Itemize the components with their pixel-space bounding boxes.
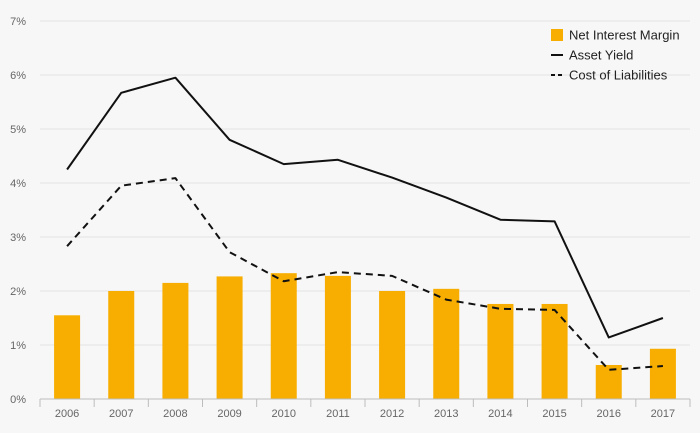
x-tick-label: 2014 [488,408,512,420]
y-tick-label: 3% [10,232,26,244]
x-tick-label: 2010 [272,408,296,420]
legend-label: Asset Yield [569,48,633,63]
bar-2006 [54,315,81,399]
y-tick-label: 6% [10,70,26,82]
x-tick-label: 2007 [109,408,133,420]
y-tick-label: 5% [10,124,26,136]
x-tick-label: 2016 [597,408,621,420]
bar-2015 [541,303,568,399]
x-tick-label: 2008 [163,408,187,420]
legend: Net Interest Margin Asset Yield Cost of Li… [551,28,680,83]
bar-2008 [162,282,189,399]
bar-2012 [379,291,406,399]
x-tick-label: 2012 [380,408,404,420]
legend-label: Net Interest Margin [569,28,680,43]
x-tick-label: 2013 [434,408,458,420]
bar-2016 [595,364,622,399]
bar-2017 [649,348,676,399]
line-cost-of-liabilities [66,177,663,371]
x-tick-label: 2015 [542,408,566,420]
x-tick-label: 2006 [55,408,79,420]
x-tick-label: 2017 [651,408,675,420]
bar-2013 [433,288,460,399]
bar-2011 [324,275,351,399]
series-lines [66,76,664,371]
y-tick-label: 7% [10,16,26,28]
y-tick-label: 2% [10,286,26,298]
bar-2010 [270,273,297,399]
bars-net-interest-margin [54,273,676,399]
legend-label: Cost of Liabilities [569,68,668,83]
x-tick-label: 2011 [326,408,350,420]
x-tick-label: 2009 [217,408,241,420]
y-tick-label: 0% [10,394,26,406]
legend-swatch-bar [551,29,563,41]
bar-2007 [108,291,135,399]
grid-lines [40,20,690,346]
bar-2014 [487,303,514,399]
line-asset-yield [66,76,664,339]
bar-2009 [216,276,243,399]
y-tick-label: 4% [10,178,26,190]
axes: 0% 1% 2% 3% 4% 5% 6% 7% 2006 2007 2008 2009 2010 2011… [10,16,691,420]
y-tick-label: 1% [10,340,26,352]
